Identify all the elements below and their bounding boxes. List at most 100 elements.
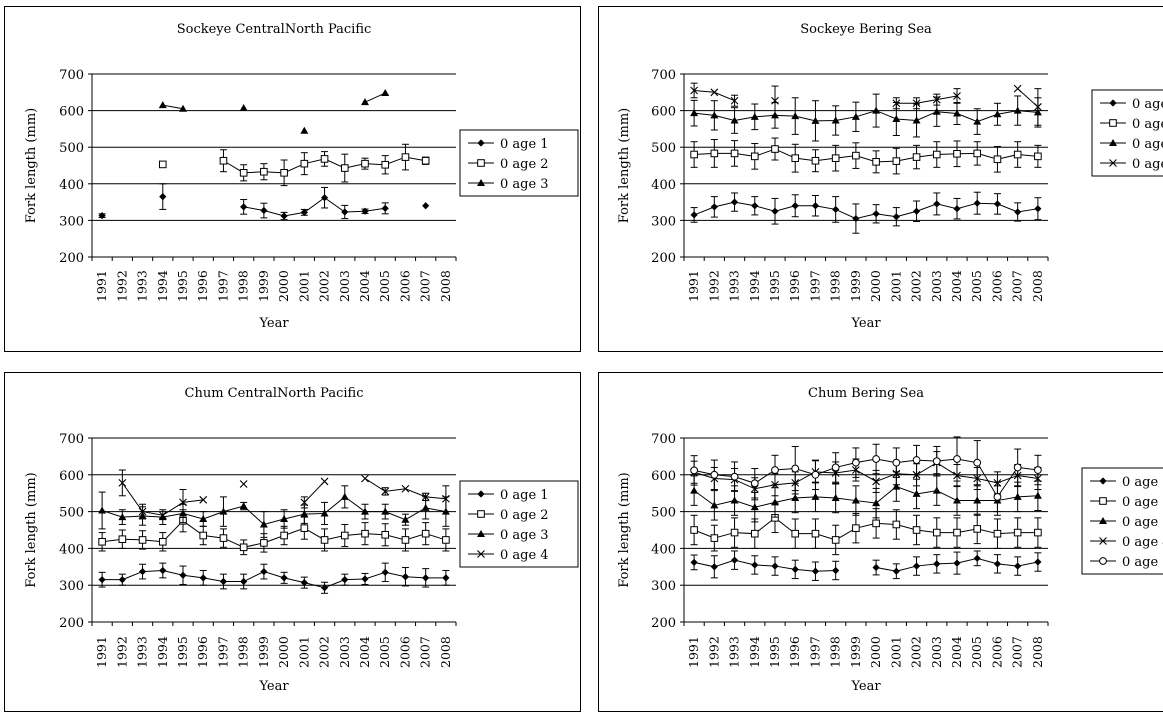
x-tick-label: 2001 xyxy=(888,270,903,302)
series-0-age-1 xyxy=(690,191,1042,234)
data-point xyxy=(973,525,982,533)
x-tick-label: 2008 xyxy=(438,636,453,668)
x-tick-label: 1997 xyxy=(807,636,822,668)
data-point xyxy=(1013,106,1022,114)
data-point xyxy=(831,116,840,124)
x-tick-label: 1994 xyxy=(747,270,762,302)
chart-svg: Sockeye CentralNorth Pacific 200 300 400 500… xyxy=(4,6,581,352)
data-point xyxy=(933,200,941,208)
data-point xyxy=(320,155,329,163)
data-point xyxy=(381,160,390,169)
chart-title: Chum CentralNorth Pacific xyxy=(185,386,364,401)
data-point xyxy=(791,112,800,120)
x-tick-label: 1995 xyxy=(175,636,190,668)
legend-label: 0 age 3 xyxy=(1132,137,1163,152)
data-point xyxy=(710,534,719,542)
legend-label: 0 age 3 xyxy=(500,177,549,192)
data-point xyxy=(1034,205,1042,213)
data-point xyxy=(973,149,982,158)
x-tick-label: 1994 xyxy=(155,636,170,668)
data-point xyxy=(811,492,820,500)
series-0-age-3 xyxy=(690,471,1042,523)
data-point xyxy=(831,463,840,472)
data-point xyxy=(751,561,759,569)
data-point xyxy=(690,211,698,219)
legend-marker xyxy=(1099,557,1107,565)
data-point xyxy=(832,566,840,575)
legend-label: 0 age 2 xyxy=(500,157,549,172)
x-tick-label: 2004 xyxy=(949,636,964,668)
data-point xyxy=(912,489,921,497)
data-point xyxy=(852,214,860,223)
data-point xyxy=(730,556,739,564)
series-0-age-2 xyxy=(158,143,430,187)
x-tick-label: 1992 xyxy=(706,636,721,668)
data-point xyxy=(973,199,981,207)
data-point xyxy=(851,496,860,504)
data-point xyxy=(690,526,698,534)
data-point xyxy=(98,537,106,546)
data-point xyxy=(199,514,208,522)
data-point xyxy=(690,558,698,566)
data-point xyxy=(240,203,248,211)
x-tick-label: 1994 xyxy=(155,270,170,302)
y-tick-label: 500 xyxy=(59,506,84,521)
y-tick-label: 400 xyxy=(59,542,84,557)
data-point xyxy=(1014,208,1022,216)
series-line xyxy=(693,201,1038,220)
data-point xyxy=(750,152,759,161)
data-point xyxy=(361,474,369,483)
x-tick-label: 2003 xyxy=(337,636,352,668)
chart-sockeye-central-north-pacific: Sockeye CentralNorth Pacific 200 300 400 500… xyxy=(4,6,581,352)
series-0-age-4 xyxy=(690,451,1042,501)
series-0-age-1 xyxy=(690,550,1042,581)
data-point xyxy=(953,92,961,100)
x-tick-label: 2004 xyxy=(949,270,964,302)
x-tick-label: 2008 xyxy=(438,270,453,302)
legend-label: 0 age 3 xyxy=(1122,515,1163,530)
data-point xyxy=(690,486,699,494)
data-point xyxy=(872,210,880,218)
data-point xyxy=(361,159,369,168)
data-point xyxy=(892,115,901,123)
data-point xyxy=(1013,84,1022,93)
data-point xyxy=(1034,528,1042,537)
data-point xyxy=(872,563,880,572)
chart-chum-bering-sea: Chum Bering Sea 200 300 400 500 600 700 1991 199… xyxy=(598,372,1163,712)
legend-marker xyxy=(477,139,485,147)
data-point xyxy=(912,207,921,215)
data-point xyxy=(341,208,349,216)
data-point xyxy=(239,104,248,112)
data-point xyxy=(361,507,369,515)
data-point xyxy=(710,88,719,97)
data-point xyxy=(872,519,880,528)
data-point xyxy=(381,204,389,212)
data-point xyxy=(280,169,288,177)
y-tick-label: 200 xyxy=(651,616,676,631)
data-point xyxy=(973,496,982,504)
data-point xyxy=(791,529,800,538)
x-tick-label: 2003 xyxy=(929,270,944,302)
x-tick-label: 2001 xyxy=(888,636,903,668)
x-tick-label: 2006 xyxy=(989,270,1004,302)
legend: 0 age 1 0 age 2 0 age 3 0 age 4 0 age 5 xyxy=(1081,467,1163,575)
data-point xyxy=(750,529,759,538)
x-tick-label: 2002 xyxy=(317,270,332,302)
data-point xyxy=(993,200,1002,208)
y-axis-label: Fork length (mm) xyxy=(617,472,632,587)
data-point xyxy=(320,509,329,517)
data-point xyxy=(832,205,840,214)
x-tick-label: 2004 xyxy=(357,270,372,302)
y-tick-label: 200 xyxy=(59,251,84,266)
legend-marker xyxy=(1109,119,1117,127)
data-point xyxy=(953,559,961,567)
chart-svg: Sockeye Bering Sea 200 300 400 500 600 700 1991… xyxy=(598,6,1163,352)
chart-svg: Chum CentralNorth Pacific 200 300 400 500 600… xyxy=(4,372,581,712)
data-point xyxy=(1013,150,1022,159)
data-point xyxy=(158,513,167,521)
y-tick-label: 200 xyxy=(651,251,676,266)
data-point xyxy=(421,156,430,165)
data-point xyxy=(953,528,961,537)
data-point xyxy=(361,98,369,106)
data-point xyxy=(158,511,167,520)
